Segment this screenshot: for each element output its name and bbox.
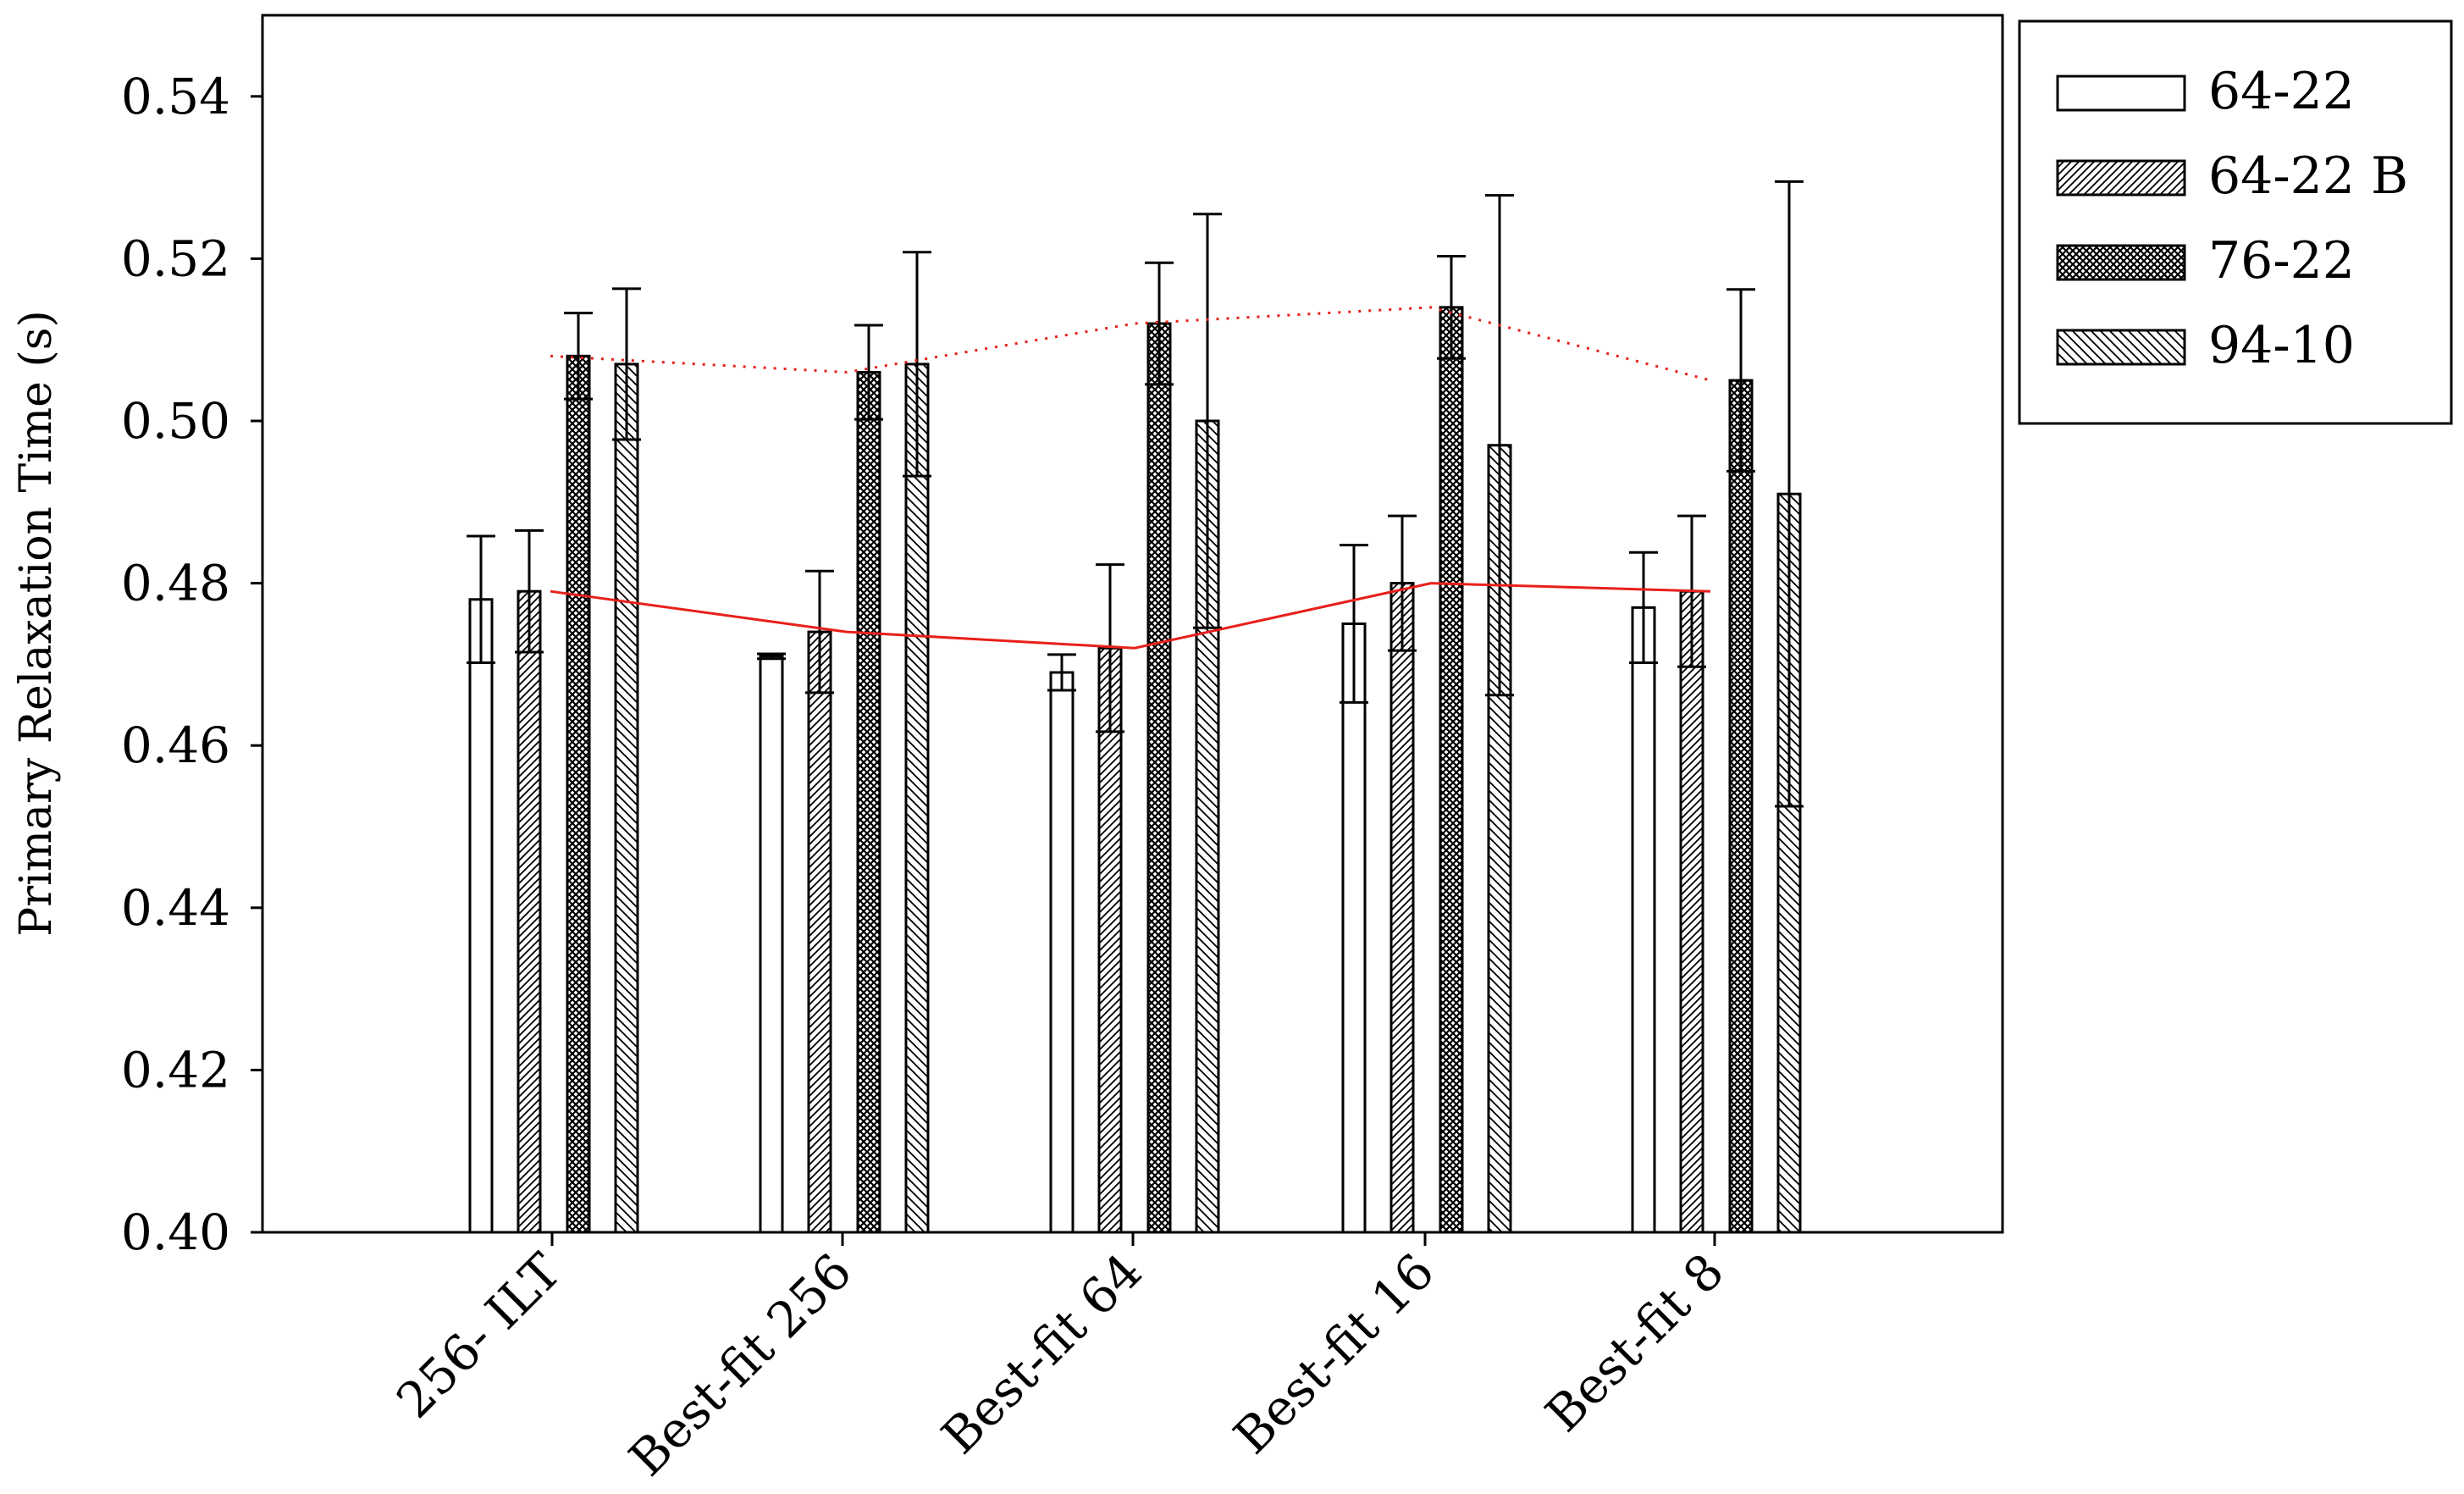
y-tick-label: 0.50 xyxy=(121,392,230,450)
y-axis-title: Primary Relaxation Time (s) xyxy=(11,310,62,936)
y-axis: 0.40 0.42 0.44 0.46 0.48 0.50 0.52 0.54 xyxy=(121,68,262,1261)
trend-lines xyxy=(550,306,1711,650)
legend: 64-22 64-22 B 76-22 94-10 xyxy=(2018,19,2453,425)
x-tick-label: Best-fit 256 xyxy=(618,1242,863,1487)
bar xyxy=(1049,671,1075,1234)
legend-swatch xyxy=(2056,159,2186,196)
y-tick-label: 0.48 xyxy=(121,555,230,612)
bar xyxy=(1439,306,1464,1234)
legend-label: 94-10 xyxy=(2208,316,2355,375)
trend-line-dotted xyxy=(550,306,1711,382)
legend-swatch xyxy=(2056,329,2186,366)
bar xyxy=(1389,582,1415,1234)
legend-label: 76-22 xyxy=(2208,231,2355,290)
bar xyxy=(517,589,542,1234)
bar xyxy=(1631,606,1656,1234)
bar xyxy=(1097,646,1123,1234)
legend-swatch xyxy=(2056,75,2186,112)
bar xyxy=(1341,622,1367,1234)
y-tick-label: 0.52 xyxy=(121,230,230,287)
legend-box xyxy=(2018,19,2453,425)
bar xyxy=(856,371,881,1234)
legend-items: 64-22 64-22 B 76-22 94-10 xyxy=(2056,62,2408,375)
error-bars xyxy=(467,180,1804,808)
x-tick-label: Best-fit 64 xyxy=(931,1242,1153,1465)
bar xyxy=(807,630,832,1234)
bar-series xyxy=(468,306,1802,1234)
legend-swatch xyxy=(2056,244,2186,281)
y-tick-label: 0.42 xyxy=(121,1041,230,1098)
bar xyxy=(904,362,930,1234)
bar xyxy=(566,354,591,1234)
bar xyxy=(1728,379,1754,1234)
x-tick-label: Best-fit 16 xyxy=(1223,1242,1445,1465)
bar xyxy=(468,598,494,1234)
bar xyxy=(759,655,784,1234)
y-tick-label: 0.44 xyxy=(121,879,230,937)
y-tick-label: 0.54 xyxy=(121,68,230,125)
x-axis: 256- ILT Best-fit 256 Best-fit 64 Best-fit … xyxy=(385,1232,1735,1487)
bar xyxy=(1487,444,1512,1234)
y-tick-label: 0.40 xyxy=(121,1204,230,1261)
bar xyxy=(1146,322,1172,1234)
bar xyxy=(1679,589,1704,1234)
trend-line-solid xyxy=(550,582,1711,650)
legend-label: 64-22 xyxy=(2208,62,2355,121)
legend-label: 64-22 B xyxy=(2208,147,2408,206)
x-tick-label: 256- ILT xyxy=(385,1242,572,1430)
x-tick-label: Best-fit 8 xyxy=(1534,1242,1735,1443)
y-tick-label: 0.46 xyxy=(121,717,230,774)
bar xyxy=(614,362,639,1234)
